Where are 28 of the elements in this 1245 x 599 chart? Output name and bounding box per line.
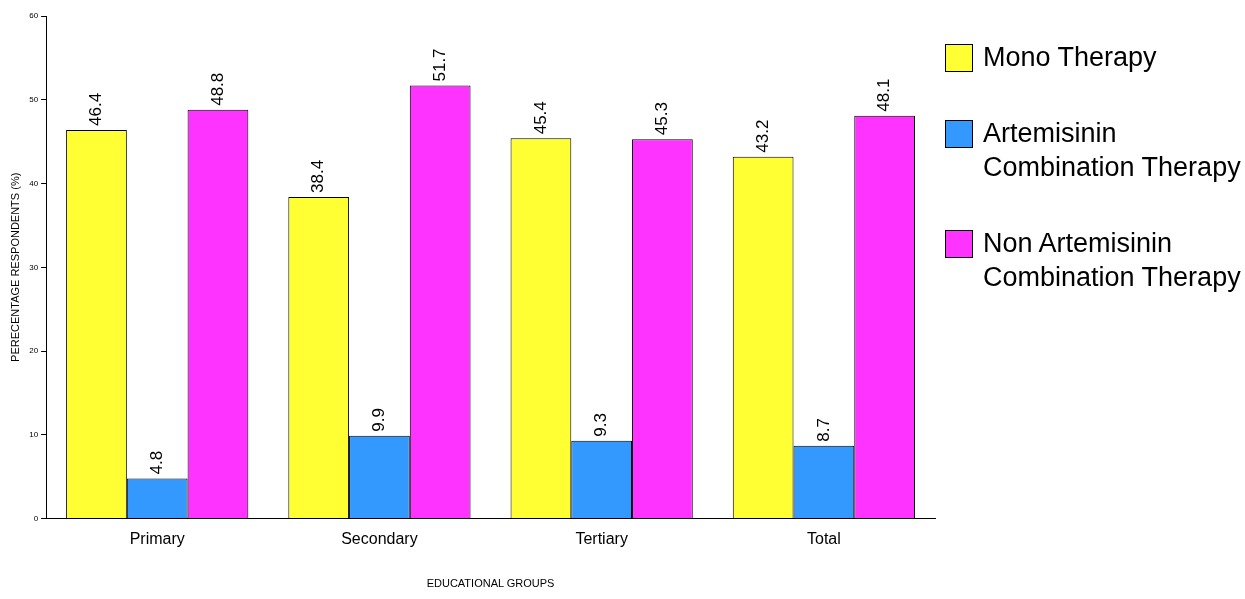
y-tick-label: 50 [29,94,39,104]
y-tick-label: 40 [29,178,39,188]
x-axis-title: EDUCATIONAL GROUPS [426,577,555,590]
data-label: 51.7 [429,48,449,82]
y-tick-label: 10 [29,430,39,440]
y-axis-title: PERECENTAGE RESPONDENTS (%) [8,172,21,362]
data-label: 48.8 [207,72,227,106]
legend-label: Artemisinin Combination Therapy [983,117,1242,184]
x-tick-label: Tertiary [575,529,628,547]
legend-label: Non Artemisinin Combination Therapy [983,227,1242,294]
y-tick-label: 20 [29,346,39,356]
y-tick-label: 60 [29,11,39,21]
data-label: 43.2 [752,119,772,153]
x-tick-label: Primary [129,529,185,547]
y-tick-label: 30 [29,262,39,272]
x-tick-label: Total [806,529,841,547]
legend-label: Mono Therapy [983,41,1157,74]
data-label: 4.8 [146,450,166,475]
data-label: 46.4 [86,92,106,126]
data-label: 48.1 [874,78,894,112]
data-label: 8.7 [813,418,833,442]
y-tick-label: 0 [33,513,39,523]
data-label: 9.3 [591,413,611,437]
data-label: 45.4 [530,101,550,135]
data-label: 9.9 [369,408,389,432]
data-label: 38.4 [308,159,328,193]
x-tick-label: Secondary [341,529,418,547]
data-label: 45.3 [652,102,672,136]
